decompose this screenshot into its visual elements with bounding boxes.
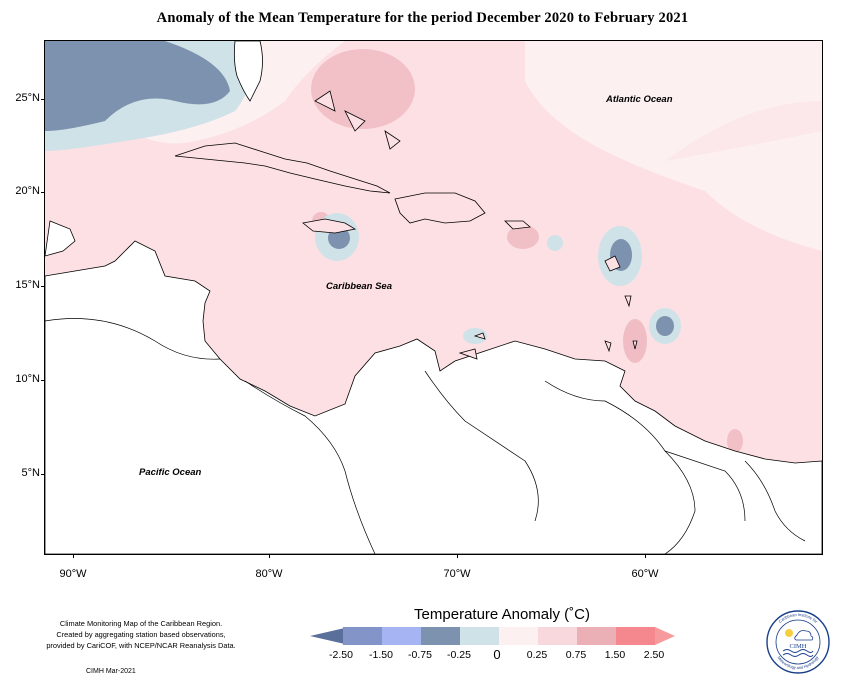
legend-label: 1.50 xyxy=(604,649,626,661)
legend-label: 2.50 xyxy=(643,649,665,661)
legend-swatch xyxy=(343,627,382,645)
cimh-logo: CIMH Caribbean Institute for Meteorology… xyxy=(766,610,830,674)
lat-label-15n: 15°N xyxy=(15,279,40,291)
legend-title: Temperature Anomaly (˚C) xyxy=(414,606,590,623)
lat-label-20n: 20°N xyxy=(15,185,40,197)
legend-label: -1.50 xyxy=(369,649,393,661)
lat-tick xyxy=(41,286,45,287)
credit-line: provided by CariCOF, with NCEP/NCAR Rean… xyxy=(46,641,236,650)
legend-label: -0.25 xyxy=(447,649,471,661)
legend-swatch xyxy=(421,627,460,645)
credit-line: Created by aggregating station based obs… xyxy=(56,630,226,639)
puerto-rico xyxy=(504,220,531,230)
atlantic-ocean-label: Atlantic Ocean xyxy=(606,94,673,105)
lat-tick xyxy=(41,99,45,100)
wave-icon xyxy=(782,649,814,653)
warm-anomaly-bahamas xyxy=(311,49,415,129)
legend-label: -0.75 xyxy=(408,649,432,661)
legend-swatch xyxy=(310,627,349,645)
legend-swatch xyxy=(616,627,655,645)
legend-label: 0.75 xyxy=(565,649,587,661)
lon-tick xyxy=(457,554,458,558)
jamaica xyxy=(302,218,357,234)
cloud-icon xyxy=(794,630,814,641)
lon-label-90w: 90°W xyxy=(59,568,87,580)
legend-swatch xyxy=(538,627,577,645)
lon-tick xyxy=(269,554,270,558)
legend-swatch xyxy=(577,627,616,645)
lat-label-10n: 10°N xyxy=(15,373,40,385)
hispaniola xyxy=(394,192,486,224)
lon-tick xyxy=(73,554,74,558)
lon-label-80w: 80°W xyxy=(255,568,283,580)
legend-label: 0 xyxy=(493,647,501,662)
map-title: Anomaly of the Mean Temperature for the … xyxy=(156,10,689,26)
legend-colorbar xyxy=(310,627,675,645)
map-panel xyxy=(44,40,823,555)
sun-icon xyxy=(785,629,793,637)
cuba xyxy=(174,142,391,194)
country-borders xyxy=(45,318,806,554)
lat-tick xyxy=(41,474,45,475)
lat-tick xyxy=(41,380,45,381)
islands xyxy=(174,90,638,360)
pacific-ocean-label: Pacific Ocean xyxy=(139,467,202,478)
lat-label-5n: 5°N xyxy=(21,467,40,479)
temperature-anomaly-map xyxy=(45,41,822,554)
landmass xyxy=(45,41,822,554)
legend-swatch xyxy=(655,627,675,645)
logo-name: CIMH xyxy=(790,643,807,650)
lon-tick xyxy=(645,554,646,558)
credit-stamp: CIMH Mar-2021 xyxy=(86,668,136,675)
neutral-zone-atlantic xyxy=(525,41,822,251)
lat-label-25n: 25°N xyxy=(15,92,40,104)
legend-swatch xyxy=(499,627,538,645)
legend-swatch xyxy=(382,627,421,645)
lat-tick xyxy=(41,192,45,193)
legend-swatch xyxy=(460,627,499,645)
caribbean-sea-label: Caribbean Sea xyxy=(326,281,392,292)
credit-text: Climate Monitoring Map of the Caribbean … xyxy=(26,618,256,651)
lon-label-70w: 70°W xyxy=(443,568,471,580)
credit-line: Climate Monitoring Map of the Caribbean … xyxy=(59,619,223,628)
lon-label-60w: 60°W xyxy=(631,568,659,580)
legend-label: 0.25 xyxy=(526,649,548,661)
legend-label: -2.50 xyxy=(329,649,353,661)
